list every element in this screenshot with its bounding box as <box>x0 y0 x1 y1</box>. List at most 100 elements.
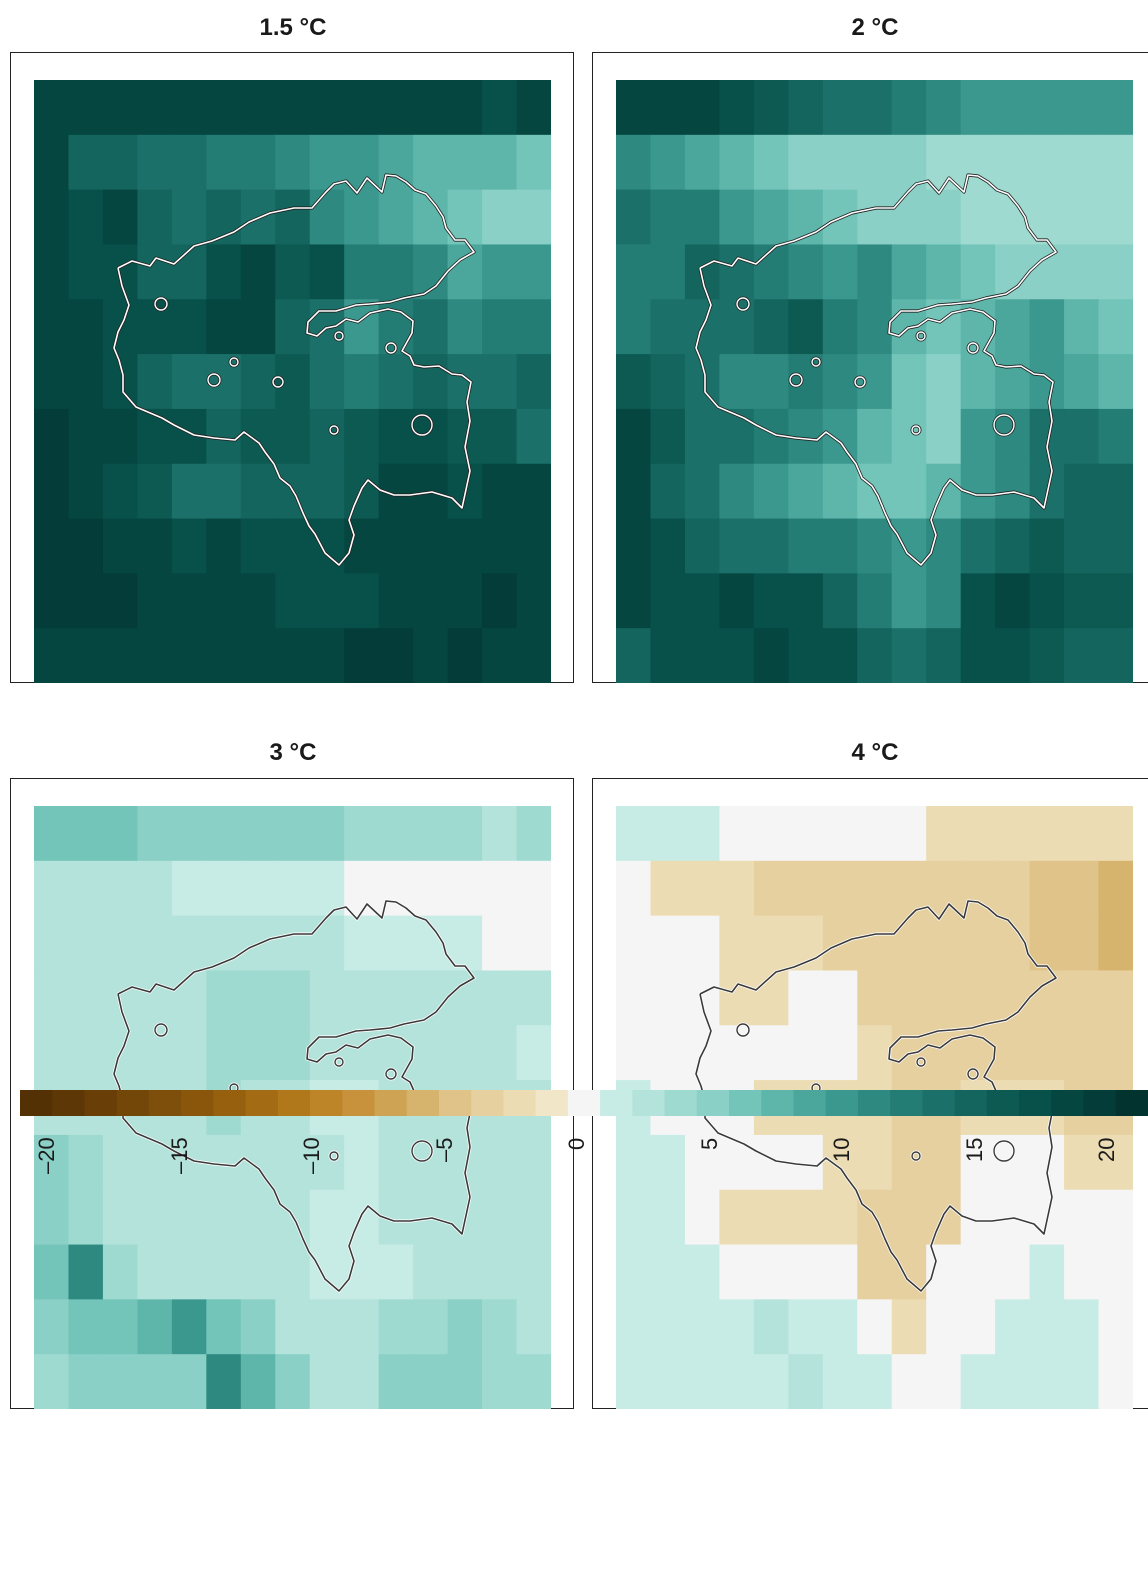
grid-cell <box>309 628 345 683</box>
grid-cell <box>650 1354 686 1409</box>
grid-cell <box>68 860 104 917</box>
grid-cell <box>822 244 858 300</box>
grid-cell <box>1098 860 1133 917</box>
grid-cell <box>960 970 996 1026</box>
grid-cell <box>926 189 962 246</box>
grid-cell <box>102 1134 138 1191</box>
grid-cell <box>309 573 345 629</box>
grid-cell <box>482 915 518 972</box>
island-outline <box>334 1057 344 1067</box>
grid-cell <box>344 299 380 355</box>
grid-cell <box>616 915 652 972</box>
grid-cell <box>68 189 104 246</box>
grid-cell <box>240 1244 276 1300</box>
grid-cell <box>68 1134 104 1191</box>
grid-cell <box>344 915 380 972</box>
grid-cell <box>753 1244 789 1300</box>
grid-cell <box>788 1025 824 1081</box>
colorbar-segment <box>52 1090 86 1116</box>
grid-cell <box>995 299 1031 355</box>
grid-cell <box>516 970 551 1026</box>
grid-cell <box>1029 1134 1065 1191</box>
grid-cell <box>482 573 518 629</box>
grid-cell <box>1098 408 1133 465</box>
grid-cell <box>960 1244 996 1300</box>
island-outline <box>229 357 239 367</box>
colorbar-segment <box>632 1090 666 1116</box>
island-outline <box>736 1023 750 1037</box>
grid-cell <box>719 1134 755 1191</box>
grid-cell <box>206 1299 242 1355</box>
grid-cell <box>650 1189 686 1246</box>
grid-cell <box>516 573 551 629</box>
colorbar-segment <box>729 1090 762 1116</box>
grid-cell <box>240 1025 276 1081</box>
grid-cell <box>275 1134 311 1191</box>
grid-cell <box>857 299 893 355</box>
grid-cell <box>482 244 518 300</box>
grid-cell <box>616 80 652 136</box>
grid-cell <box>822 408 858 465</box>
grid-cell <box>34 518 70 574</box>
grid-cell <box>960 573 996 629</box>
grid-cell <box>822 1244 858 1300</box>
grid-cell <box>344 1134 380 1191</box>
grid-cell <box>891 915 927 972</box>
grid-cell <box>891 573 927 629</box>
grid-cell <box>822 1189 858 1246</box>
grid-cell <box>719 1189 755 1246</box>
island-outline <box>334 331 344 341</box>
grid-cell <box>753 970 789 1026</box>
colorbar-segment <box>213 1090 247 1116</box>
grid-cell <box>516 915 551 972</box>
colorbar-segment <box>857 1090 891 1116</box>
grid-cell <box>1098 299 1133 355</box>
grid-cell <box>1029 806 1065 862</box>
panel-title-4: 4 °C <box>851 739 899 766</box>
grid-cell <box>447 806 483 862</box>
colorbar-segment <box>1019 1090 1052 1116</box>
grid-cell <box>616 1299 652 1355</box>
colorbar-segment <box>374 1090 408 1116</box>
island-outline <box>411 414 433 436</box>
grid-cell <box>275 1299 311 1355</box>
grid-cell <box>995 80 1031 136</box>
grid-cell <box>1029 1299 1065 1355</box>
grid-cell <box>616 860 652 917</box>
island-outline <box>154 297 168 311</box>
grid-cell <box>275 628 311 683</box>
grid-cell <box>1064 1244 1100 1300</box>
grid-cell <box>1064 299 1100 355</box>
grid-cell <box>240 1354 276 1409</box>
grid-cell <box>68 80 104 136</box>
grid-cell <box>719 463 755 520</box>
grid-cell <box>1029 80 1065 136</box>
grid-cell <box>34 408 70 465</box>
grid-cell <box>482 1299 518 1355</box>
grid-cell <box>206 80 242 136</box>
colorbar-tick-label: 5 <box>696 1137 722 1150</box>
grid-cell <box>482 518 518 574</box>
colorbar-tick-label: 20 <box>1094 1137 1119 1162</box>
colorbar-tick-label: 10 <box>829 1137 854 1162</box>
grid-cell <box>413 806 449 862</box>
grid-cell <box>1064 134 1100 191</box>
grid-cell <box>1064 628 1100 683</box>
grid-cell <box>995 1244 1031 1300</box>
grid-cell <box>822 1134 858 1191</box>
grid-cell <box>413 244 449 300</box>
grid-cell <box>206 134 242 191</box>
heatmap-1 <box>34 80 551 683</box>
grid-cell <box>995 1025 1031 1081</box>
colorbar-segment <box>1051 1090 1085 1116</box>
grid-cell <box>1064 806 1100 862</box>
grid-cell <box>206 463 242 520</box>
grid-cell <box>822 299 858 355</box>
grid-cell <box>344 860 380 917</box>
grid-cell <box>344 80 380 136</box>
grid-cell <box>482 860 518 917</box>
grid-cell <box>102 628 138 683</box>
grid-cell <box>34 354 70 410</box>
grid-cell <box>171 1244 207 1300</box>
grid-cell <box>482 354 518 410</box>
